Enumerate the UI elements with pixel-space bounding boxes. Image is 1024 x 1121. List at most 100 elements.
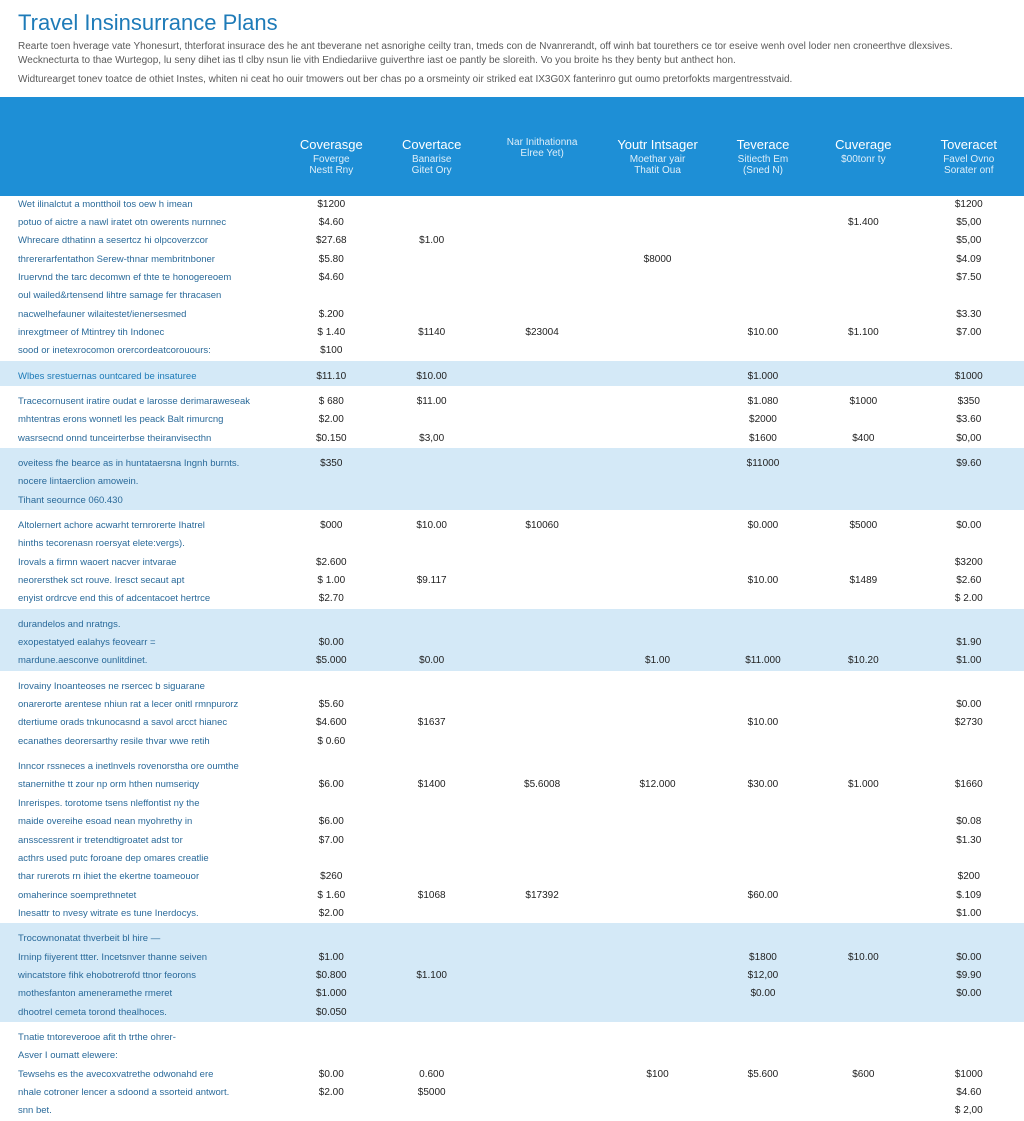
cell-value <box>482 572 602 590</box>
cell-value <box>281 1047 381 1065</box>
cell-value <box>281 473 381 491</box>
cell-value <box>602 342 712 360</box>
cell-value <box>713 795 813 813</box>
cell-value <box>813 868 913 886</box>
cell-value <box>914 671 1024 696</box>
cell-value: $10.20 <box>813 652 913 670</box>
cell-value: $1.00 <box>914 905 1024 923</box>
table-row: potuo of aictre a nawl iratet otn oweren… <box>0 214 1024 232</box>
cell-value <box>602 1084 712 1102</box>
row-label: nacwelhefauner wilaitestet/ienersesmed <box>0 306 281 324</box>
column-header: TeveraceSitiecth Em (Sned N) <box>713 97 813 196</box>
cell-value: $1.00 <box>602 652 712 670</box>
cell-value <box>482 554 602 572</box>
column-header <box>0 97 281 196</box>
cell-value: $11.000 <box>713 652 813 670</box>
cell-value: $0.00 <box>914 985 1024 1003</box>
cell-value: $11.10 <box>281 361 381 386</box>
cell-value <box>381 1047 481 1065</box>
cell-value <box>602 733 712 751</box>
row-label: Inrerispes. torotome tsens nleffontist n… <box>0 795 281 813</box>
cell-value: $3200 <box>914 554 1024 572</box>
cell-value <box>914 1022 1024 1047</box>
cell-value: $100 <box>602 1066 712 1084</box>
cell-value <box>281 535 381 553</box>
row-label: snn bet. <box>0 1102 281 1120</box>
row-label: Inesattr to nvesy witrate es tune Inerdo… <box>0 905 281 923</box>
cell-value <box>482 1066 602 1084</box>
cell-value <box>713 1004 813 1022</box>
cell-value: $7.00 <box>914 324 1024 342</box>
table-row: hinths tecorenasn roersyat elete:vergs). <box>0 535 1024 553</box>
cell-value <box>602 868 712 886</box>
cell-value <box>602 751 712 776</box>
cell-value <box>381 306 481 324</box>
cell-value: $60.00 <box>713 887 813 905</box>
cell-value <box>713 1102 813 1120</box>
cell-value <box>381 813 481 831</box>
cell-value: $1140 <box>381 324 481 342</box>
cell-value: $5000 <box>381 1084 481 1102</box>
cell-value: $000 <box>281 510 381 535</box>
cell-value: $2.00 <box>281 1084 381 1102</box>
cell-value <box>482 609 602 634</box>
cell-value: $10.00 <box>381 510 481 535</box>
cell-value <box>713 535 813 553</box>
cell-value: $0.00 <box>281 1066 381 1084</box>
row-label: oveitess fhe bearce as in huntataersna I… <box>0 448 281 473</box>
cell-value: $0.800 <box>281 967 381 985</box>
cell-value <box>381 733 481 751</box>
cell-value <box>602 696 712 714</box>
cell-value <box>602 671 712 696</box>
cell-value <box>381 1102 481 1120</box>
row-label: dhootrel cemeta torond thealhoces. <box>0 1004 281 1022</box>
column-header: Nar Inithationna Elree Yet) <box>482 97 602 196</box>
cell-value: $5.80 <box>281 251 381 269</box>
cell-value: $1068 <box>381 887 481 905</box>
cell-value <box>602 714 712 732</box>
cell-value <box>914 1004 1024 1022</box>
cell-value: $0.00 <box>914 696 1024 714</box>
cell-value: $17392 <box>482 887 602 905</box>
row-label: inrexgtmeer of Mtintrey tih Indonec <box>0 324 281 342</box>
table-row: sood or inetexrocomon orercordeatcorouou… <box>0 342 1024 360</box>
cell-value <box>813 1047 913 1065</box>
cell-value <box>482 1004 602 1022</box>
cell-value <box>713 868 813 886</box>
table-row: Inrerispes. torotome tsens nleffontist n… <box>0 795 1024 813</box>
cell-value <box>813 751 913 776</box>
cell-value <box>914 795 1024 813</box>
cell-value: $0,00 <box>914 430 1024 448</box>
row-label: Irovainy Inoanteoses ne rsercec b siguar… <box>0 671 281 696</box>
cell-value: $2.00 <box>281 905 381 923</box>
cell-value: $10.00 <box>713 714 813 732</box>
cell-value <box>281 1102 381 1120</box>
table-row: maide overeihe esoad nean myohrethy in$6… <box>0 813 1024 831</box>
cell-value <box>813 795 913 813</box>
row-label: omaherince soemprethnetet <box>0 887 281 905</box>
cell-value <box>713 214 813 232</box>
cell-value <box>602 214 712 232</box>
cell-value: $2000 <box>713 411 813 429</box>
cell-value <box>482 361 602 386</box>
table-row: Iruervnd the tarc decomwn ef thte te hon… <box>0 269 1024 287</box>
table-row: mothesfanton ameneramethe rmeret$1.000$0… <box>0 985 1024 1003</box>
cell-value: $11.00 <box>381 386 481 411</box>
cell-value: $5,00 <box>914 232 1024 250</box>
cell-value <box>381 832 481 850</box>
column-header-sub: Moethar yair Thatit Oua <box>608 154 706 176</box>
row-label: mothesfanton ameneramethe rmeret <box>0 985 281 1003</box>
cell-value <box>482 850 602 868</box>
cell-value <box>482 287 602 305</box>
cell-value <box>482 306 602 324</box>
cell-value <box>482 386 602 411</box>
cell-value: $1.400 <box>813 214 913 232</box>
cell-value <box>381 590 481 608</box>
cell-value <box>381 342 481 360</box>
cell-value: $ 680 <box>281 386 381 411</box>
cell-value <box>381 868 481 886</box>
cell-value <box>281 923 381 948</box>
cell-value: $6.00 <box>281 776 381 794</box>
table-row: nacwelhefauner wilaitestet/ienersesmed$.… <box>0 306 1024 324</box>
cell-value: $0.08 <box>914 813 1024 831</box>
